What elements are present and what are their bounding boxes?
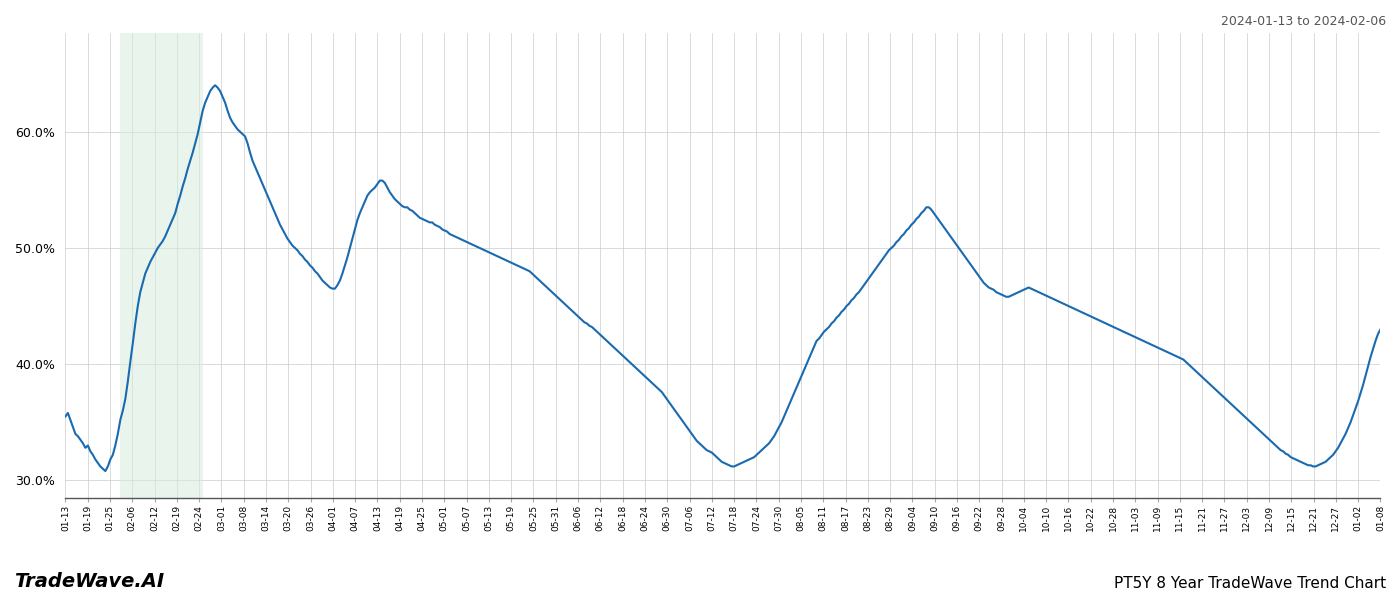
Bar — [120, 33, 203, 498]
Text: TradeWave.AI: TradeWave.AI — [14, 572, 164, 591]
Text: 2024-01-13 to 2024-02-06: 2024-01-13 to 2024-02-06 — [1221, 15, 1386, 28]
Text: PT5Y 8 Year TradeWave Trend Chart: PT5Y 8 Year TradeWave Trend Chart — [1114, 576, 1386, 591]
